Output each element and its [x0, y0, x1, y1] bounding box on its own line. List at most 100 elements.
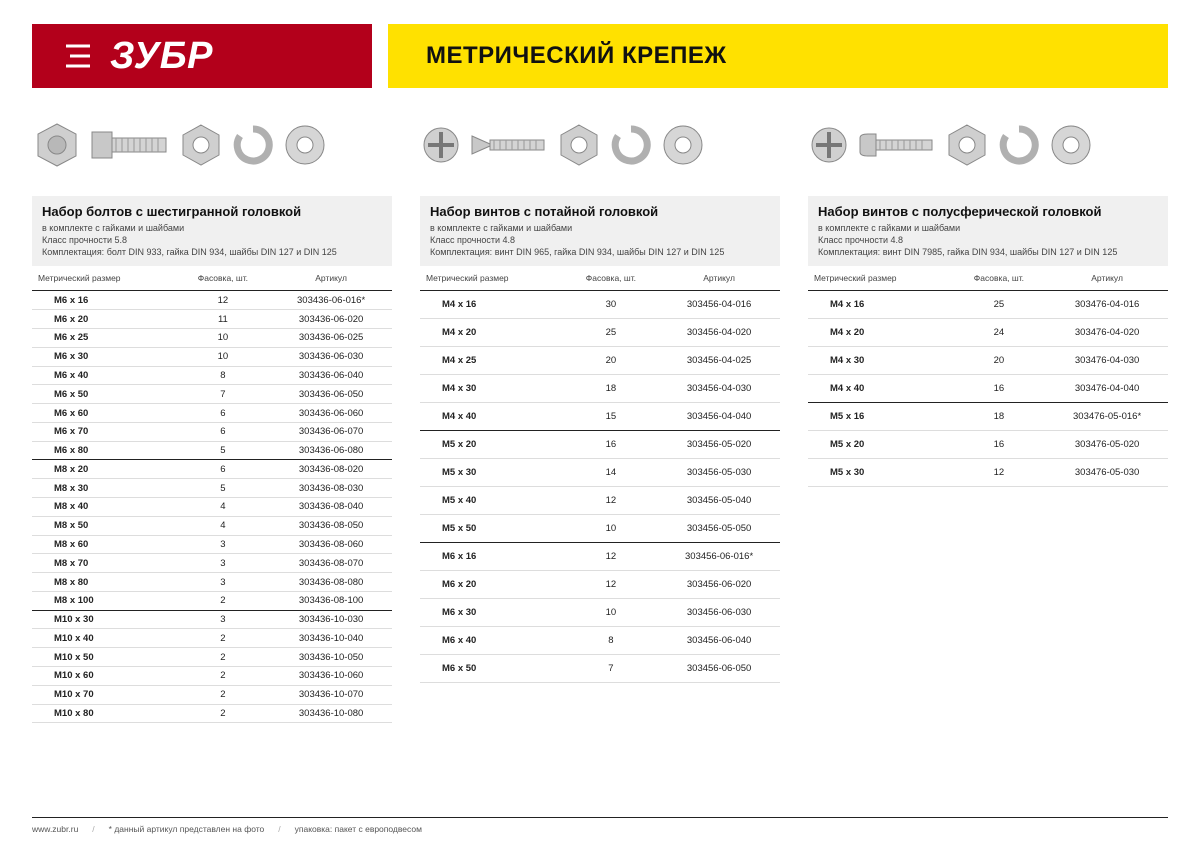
cell-qty: 2 — [176, 591, 271, 610]
section-sub: Класс прочности 5.8 — [42, 234, 382, 246]
cell-size: M6 x 30 — [32, 347, 176, 366]
section-title: Набор винтов с полусферической головкой — [818, 204, 1158, 219]
cell-qty: 3 — [176, 610, 271, 629]
cell-sku: 303436-06-070 — [270, 422, 392, 441]
cell-qty: 10 — [176, 328, 271, 347]
product-column-3: Набор винтов с полусферической головкой … — [808, 108, 1168, 723]
table-row: M10 x 402303436-10-040 — [32, 629, 392, 648]
cell-qty: 12 — [952, 459, 1047, 487]
cell-size: M6 x 30 — [420, 599, 564, 627]
cell-qty: 12 — [564, 487, 659, 515]
cell-size: M8 x 30 — [32, 479, 176, 498]
cell-size: M6 x 60 — [32, 404, 176, 423]
table-row: M8 x 703303436-08-070 — [32, 554, 392, 573]
cell-sku: 303456-06-040 — [658, 627, 780, 655]
cell-sku: 303436-08-080 — [270, 573, 392, 592]
table-row: M6 x 2510303436-06-025 — [32, 328, 392, 347]
cell-sku: 303436-08-070 — [270, 554, 392, 573]
cell-size: M10 x 50 — [32, 648, 176, 667]
cell-qty: 2 — [176, 704, 271, 723]
cell-size: M4 x 40 — [420, 403, 564, 431]
cell-size: M6 x 50 — [32, 385, 176, 404]
cell-size: M5 x 40 — [420, 487, 564, 515]
table-row: M6 x 2012303456-06-020 — [420, 571, 780, 599]
cell-size: M4 x 16 — [420, 291, 564, 319]
cell-sku: 303456-05-050 — [658, 515, 780, 543]
cell-qty: 5 — [176, 441, 271, 460]
cell-size: M5 x 30 — [420, 459, 564, 487]
cell-sku: 303436-06-025 — [270, 328, 392, 347]
table-row: M10 x 802303436-10-080 — [32, 704, 392, 723]
flat-washer-icon — [1048, 122, 1094, 168]
brand-name: ЗУБР — [110, 35, 213, 78]
cell-qty: 18 — [564, 375, 659, 403]
cell-qty: 16 — [952, 375, 1047, 403]
cell-sku: 303436-08-030 — [270, 479, 392, 498]
table-row: M8 x 504303436-08-050 — [32, 516, 392, 535]
cell-sku: 303476-05-016* — [1046, 403, 1168, 431]
cell-sku: 303456-06-050 — [658, 655, 780, 683]
cell-sku: 303436-10-040 — [270, 629, 392, 648]
section-sub: в комплекте с гайками и шайбами — [42, 222, 382, 234]
col-size: Метрический размер — [32, 266, 176, 291]
footer: www.zubr.ru / * данный артикул представл… — [32, 817, 1168, 834]
cell-sku: 303456-05-030 — [658, 459, 780, 487]
hardware-illustration — [808, 108, 1168, 182]
cell-sku: 303436-10-050 — [270, 648, 392, 667]
cell-sku: 303436-10-080 — [270, 704, 392, 723]
cell-size: M10 x 70 — [32, 685, 176, 704]
product-column-2: Набор винтов с потайной головкой в компл… — [420, 108, 780, 723]
cell-qty: 16 — [564, 431, 659, 459]
cell-size: M6 x 70 — [32, 422, 176, 441]
section-sub: Класс прочности 4.8 — [430, 234, 770, 246]
table-row: M10 x 502303436-10-050 — [32, 648, 392, 667]
col-sku: Артикул — [270, 266, 392, 291]
cell-qty: 2 — [176, 648, 271, 667]
table-body: M6 x 1612303436-06-016*M6 x 2011303436-0… — [32, 291, 392, 723]
footer-note: упаковка: пакет с европодвесом — [295, 824, 422, 834]
cell-sku: 303436-06-040 — [270, 366, 392, 385]
table-row: M6 x 1612303436-06-016* — [32, 291, 392, 310]
table-body: M4 x 1630303456-04-016M4 x 2025303456-04… — [420, 291, 780, 683]
cell-qty: 12 — [564, 571, 659, 599]
cell-qty: 7 — [564, 655, 659, 683]
cell-sku: 303436-06-020 — [270, 310, 392, 329]
cell-size: M5 x 16 — [808, 403, 952, 431]
cell-sku: 303436-06-030 — [270, 347, 392, 366]
section-header: Набор винтов с полусферической головкой … — [808, 196, 1168, 266]
page-title: МЕТРИЧЕСКИЙ КРЕПЕЖ — [388, 24, 1168, 88]
flat-washer-icon — [660, 122, 706, 168]
hex-nut-icon — [178, 122, 224, 168]
cell-sku: 303436-06-016* — [270, 291, 392, 310]
cell-qty: 15 — [564, 403, 659, 431]
cell-qty: 10 — [564, 515, 659, 543]
cell-qty: 30 — [564, 291, 659, 319]
table-row: M6 x 706303436-06-070 — [32, 422, 392, 441]
cell-qty: 25 — [564, 319, 659, 347]
spec-table: Метрический размер Фасовка, шт. Артикул … — [420, 266, 780, 683]
cell-size: M8 x 80 — [32, 573, 176, 592]
cell-size: M8 x 100 — [32, 591, 176, 610]
table-row: M6 x 507303436-06-050 — [32, 385, 392, 404]
cell-sku: 303456-05-040 — [658, 487, 780, 515]
cell-sku: 303436-08-060 — [270, 535, 392, 554]
cell-sku: 303436-06-080 — [270, 441, 392, 460]
cell-sku: 303436-10-070 — [270, 685, 392, 704]
cell-size: M10 x 40 — [32, 629, 176, 648]
col-sku: Артикул — [658, 266, 780, 291]
cell-qty: 12 — [564, 543, 659, 571]
cell-size: M8 x 20 — [32, 460, 176, 479]
cell-qty: 20 — [952, 347, 1047, 375]
table-row: M6 x 3010303456-06-030 — [420, 599, 780, 627]
cell-size: M6 x 40 — [420, 627, 564, 655]
separator: / — [92, 824, 94, 834]
hex-bolt-side-icon — [90, 120, 170, 170]
table-row: M4 x 3020303476-04-030 — [808, 347, 1168, 375]
cell-sku: 303436-08-020 — [270, 460, 392, 479]
page-title-text: МЕТРИЧЕСКИЙ КРЕПЕЖ — [426, 42, 727, 70]
flat-washer-icon — [282, 122, 328, 168]
cell-sku: 303476-04-016 — [1046, 291, 1168, 319]
section-title: Набор болтов с шестигранной головкой — [42, 204, 382, 219]
col-qty: Фасовка, шт. — [952, 266, 1047, 291]
countersunk-screw-front-icon — [420, 124, 462, 166]
